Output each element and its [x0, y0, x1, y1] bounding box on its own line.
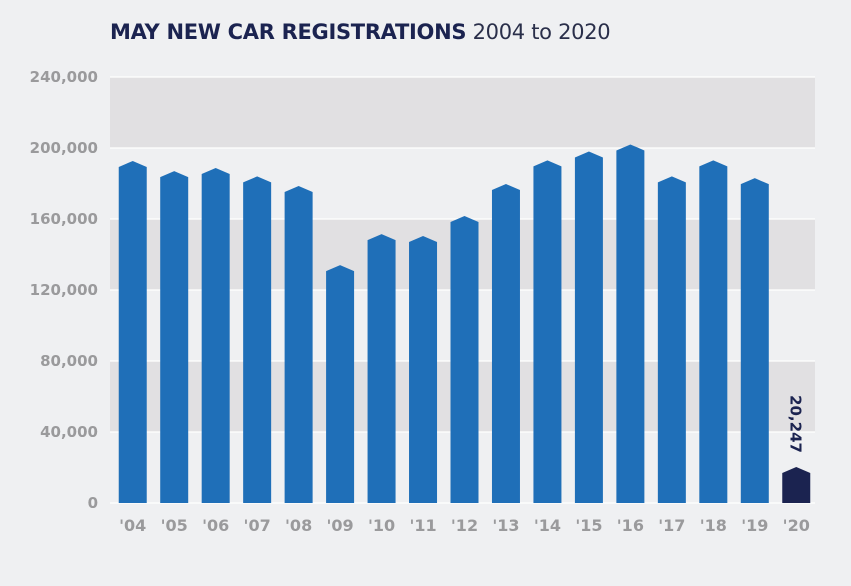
x-axis: '04 '05 '06 '07 '08 '09 '10 '11 '12 '13 '14 '15 '16 '…: [119, 516, 810, 535]
bar-17: [657, 176, 686, 503]
y-tick-label: 160,000: [30, 210, 98, 228]
x-tick-label: '17: [658, 516, 685, 535]
bar-20: [782, 467, 811, 503]
x-tick-label: '20: [783, 516, 810, 535]
data-labels: 20,247: [786, 395, 804, 453]
y-axis: 0 40,000 80,000 120,000 160,000 200,000 240,00…: [30, 68, 98, 512]
bar-15: [574, 151, 603, 504]
x-tick-label: '12: [451, 516, 478, 535]
chart-title-main: MAY NEW CAR REGISTRATIONS: [110, 20, 467, 44]
bar-14: [533, 160, 562, 504]
bar-11: [409, 236, 438, 504]
x-tick-label: '14: [534, 516, 561, 535]
bar-13: [491, 184, 520, 503]
chart-title: MAY NEW CAR REGISTRATIONS 2004 to 2020: [110, 20, 611, 44]
y-tick-label: 240,000: [30, 68, 98, 86]
bar-08: [284, 185, 313, 504]
bar-05: [160, 171, 189, 503]
chart-subtitle: 2004 to 2020: [472, 20, 611, 44]
y-tick-label: 0: [88, 494, 98, 512]
x-tick-label: '13: [492, 516, 519, 535]
x-tick-label: '10: [368, 516, 395, 535]
x-tick-label: '08: [285, 516, 312, 535]
data-label: 20,247: [786, 395, 804, 453]
bar-06: [201, 168, 230, 503]
bar-12: [450, 215, 479, 504]
y-tick-label: 200,000: [30, 139, 98, 157]
bar-09: [326, 265, 355, 503]
bar-19: [740, 178, 769, 504]
x-tick-label: '07: [244, 516, 271, 535]
x-tick-label: '19: [741, 516, 768, 535]
x-tick-label: '11: [409, 516, 436, 535]
bar-18: [699, 160, 728, 504]
y-tick-label: 80,000: [40, 352, 98, 370]
grid-band: [110, 77, 815, 148]
x-tick-label: '04: [119, 516, 146, 535]
bar-16: [616, 144, 645, 503]
x-tick-label: '05: [161, 516, 188, 535]
bars: [118, 144, 811, 504]
bar-07: [243, 176, 272, 503]
bar-10: [367, 234, 396, 503]
x-tick-label: '16: [617, 516, 644, 535]
x-tick-label: '15: [575, 516, 602, 535]
y-tick-label: 120,000: [30, 281, 98, 299]
x-tick-label: '06: [202, 516, 229, 535]
x-tick-label: '09: [327, 516, 354, 535]
bar-04: [118, 160, 147, 503]
x-tick-label: '18: [700, 516, 727, 535]
y-tick-label: 40,000: [40, 423, 98, 441]
